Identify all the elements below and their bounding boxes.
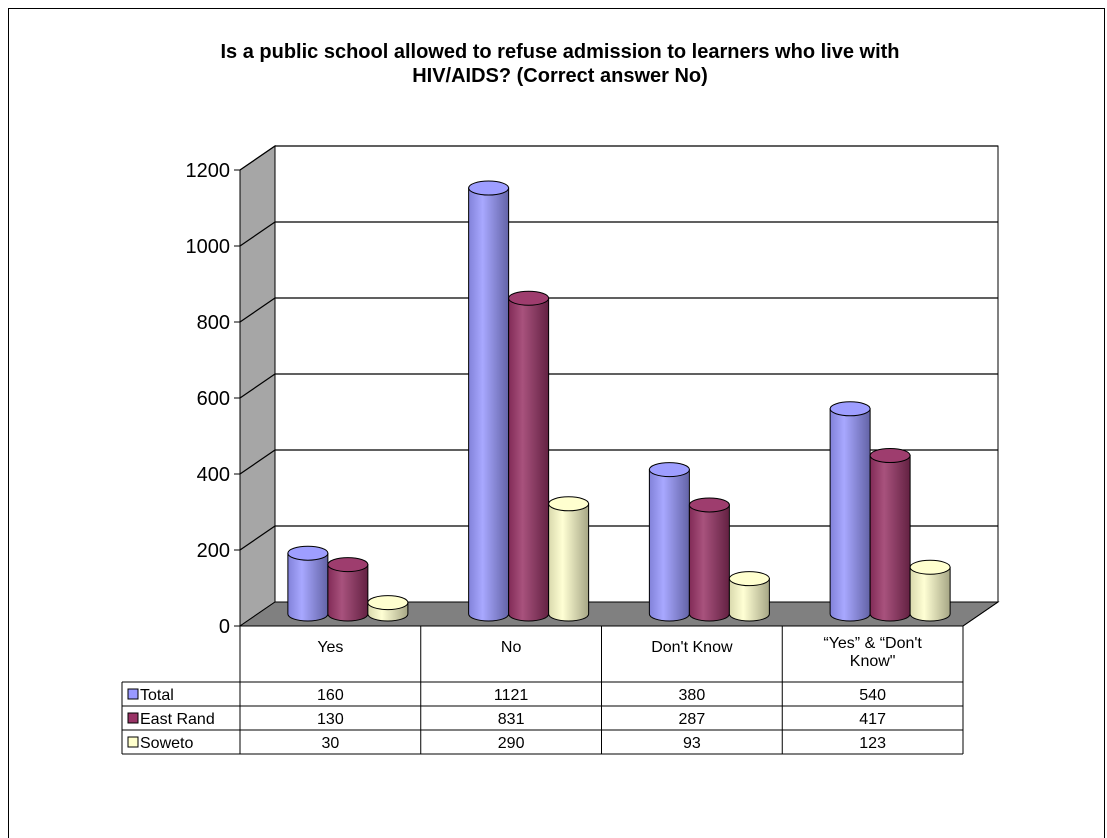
category-label: “Yes” & “Don't bbox=[823, 635, 922, 652]
y-tick-label: 1200 bbox=[186, 160, 231, 182]
chart-title-line-2: HIV/AIDS? (Correct answer No) bbox=[412, 65, 708, 87]
data-label: 831 bbox=[498, 711, 525, 728]
data-label: 380 bbox=[679, 687, 706, 704]
legend-label: Total bbox=[140, 687, 174, 704]
category-label: No bbox=[501, 639, 522, 656]
legend-key-east-rand bbox=[127, 712, 139, 724]
gridline bbox=[239, 221, 998, 247]
chart-title-line-1: Is a public school allowed to refuse adm… bbox=[220, 41, 900, 63]
data-label: 160 bbox=[317, 687, 344, 704]
bar-body-soweto bbox=[909, 566, 951, 622]
data-label: 417 bbox=[859, 711, 886, 728]
y-tick-label: 600 bbox=[197, 388, 230, 410]
gridline bbox=[239, 525, 998, 551]
gridline bbox=[239, 145, 998, 171]
bar-body-total bbox=[468, 187, 510, 622]
bar-body-east-rand bbox=[869, 455, 911, 622]
data-label: 93 bbox=[683, 735, 701, 752]
y-tick-label: 200 bbox=[197, 540, 230, 562]
bar-top-total bbox=[287, 545, 329, 561]
data-label: 30 bbox=[321, 735, 339, 752]
bar-body-soweto bbox=[728, 578, 770, 622]
bar-body-total bbox=[287, 552, 329, 622]
bar-body-east-rand bbox=[327, 564, 369, 622]
gridline bbox=[239, 297, 998, 323]
gridline bbox=[239, 373, 998, 399]
bar-body-total bbox=[648, 469, 690, 622]
data-label: 123 bbox=[859, 735, 886, 752]
bar-top-total bbox=[829, 401, 871, 417]
gridline bbox=[239, 449, 998, 475]
y-tick-label: 400 bbox=[197, 464, 230, 486]
bar-top-soweto bbox=[909, 559, 951, 575]
data-label: 130 bbox=[317, 711, 344, 728]
bar-body-east-rand bbox=[688, 504, 730, 622]
floor-edge bbox=[962, 601, 999, 627]
bar-body-total bbox=[829, 408, 871, 622]
chart-frame bbox=[8, 8, 1105, 838]
legend-label: East Rand bbox=[140, 711, 215, 728]
data-label: 287 bbox=[679, 711, 706, 728]
category-label: Know" bbox=[850, 653, 896, 670]
data-label: 290 bbox=[498, 735, 525, 752]
bar-body-soweto bbox=[548, 503, 590, 622]
category-label: Don't Know bbox=[651, 639, 733, 656]
chart-title: Is a public school allowed to refuse adm… bbox=[60, 40, 1060, 88]
bar-top-east-rand bbox=[327, 557, 369, 573]
data-label: 540 bbox=[859, 687, 886, 704]
bar-top-soweto bbox=[548, 496, 590, 512]
legend-key-total bbox=[127, 688, 139, 700]
legend-label: Soweto bbox=[140, 735, 193, 752]
bar-top-east-rand bbox=[869, 448, 911, 464]
bar-top-soweto bbox=[728, 571, 770, 587]
bar-top-soweto bbox=[367, 595, 409, 611]
bar-top-east-rand bbox=[508, 290, 550, 306]
data-label: 1121 bbox=[494, 687, 529, 704]
y-tick-label: 800 bbox=[197, 312, 230, 334]
category-label: Yes bbox=[317, 639, 343, 656]
bar-body-east-rand bbox=[508, 297, 550, 622]
bar-top-east-rand bbox=[688, 497, 730, 513]
legend-key-soweto bbox=[127, 736, 139, 748]
y-tick-label: 1000 bbox=[186, 236, 231, 258]
bar-top-total bbox=[648, 462, 690, 478]
y-tick-label: 0 bbox=[219, 616, 230, 638]
bar-top-total bbox=[468, 180, 510, 196]
